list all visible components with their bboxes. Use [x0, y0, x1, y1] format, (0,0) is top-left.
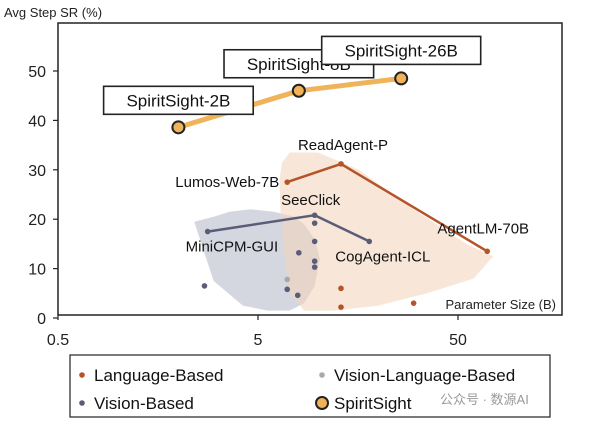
point-agentlm-70b	[484, 248, 491, 255]
legend-vision-language-based-marker	[319, 372, 325, 378]
legend-language-based-marker	[79, 372, 85, 378]
point-minicpm-gui	[204, 228, 211, 235]
axes: Avg Step SR (%) Parameter Size (B)	[4, 5, 563, 316]
x-tick-label: 5	[254, 332, 263, 349]
point-vision-language-based	[284, 276, 291, 283]
label-lumos-web-7b: Lumos-Web-7B	[175, 174, 279, 191]
label-cogagent-icl: CogAgent-ICL	[335, 248, 430, 265]
point-vision-based	[311, 264, 318, 270]
region-language-based	[279, 152, 494, 311]
x-tick-label: 0.5	[47, 332, 69, 349]
point-vision-based	[311, 238, 318, 245]
point-labels: Lumos-Web-7B ReadAgent-P AgentLM-70B MiniCP…	[102, 35, 529, 265]
label-seeclick: SeeClick	[281, 192, 341, 209]
watermark-text: 公众号 · 数源AI	[440, 392, 529, 407]
legend: Language-Based Vision-Language-Based Visio…	[69, 354, 551, 418]
point-cogagent-icl	[366, 238, 373, 245]
point-vision-based	[311, 258, 318, 264]
point-vision-based	[284, 286, 291, 293]
point-language-based	[410, 300, 417, 306]
point-readagent-p	[338, 161, 344, 167]
label-agentlm-70b: AgentLM-70B	[437, 220, 529, 237]
point-language-based	[338, 304, 344, 310]
point-vision-based	[201, 283, 208, 289]
point-vision-based	[294, 292, 301, 299]
legend-language-based-label: Language-Based	[94, 366, 224, 385]
point-seeclick	[311, 212, 318, 219]
point-spiritsight-26b	[394, 71, 409, 86]
y-axis-label: Avg Step SR (%)	[4, 5, 102, 20]
y-tick-label: 0	[37, 311, 46, 328]
legend-vision-based-marker	[79, 400, 85, 406]
legend-spiritsight-marker	[315, 396, 329, 410]
legend-spiritsight-label: SpiritSight	[334, 394, 412, 413]
point-vision-based	[311, 220, 318, 226]
label-spiritsight-2b: SpiritSight-2B	[126, 91, 230, 110]
label-spiritsight-26b: SpiritSight-26B	[345, 41, 458, 60]
y-tick-label: 40	[28, 113, 46, 130]
x-axis-label: Parameter Size (B)	[445, 297, 556, 312]
legend-vision-based-label: Vision-Based	[94, 394, 194, 413]
point-language-based	[338, 285, 344, 292]
data-points	[171, 71, 491, 310]
label-minicpm-gui: MiniCPM-GUI	[186, 239, 279, 256]
plot-frame	[57, 22, 563, 316]
shaded-regions	[194, 152, 494, 311]
point-vision-based	[296, 249, 302, 256]
axis-ticks: 0 10 20 30 40 50 0.5 5 50	[28, 64, 467, 349]
y-tick-label: 20	[28, 212, 46, 229]
legend-vision-language-based-label: Vision-Language-Based	[334, 366, 515, 385]
label-box-spiritsight-2b	[102, 85, 255, 116]
point-lumos-web-7b	[284, 179, 291, 185]
x-tick-label: 50	[449, 332, 467, 349]
label-readagent-p: ReadAgent-P	[298, 137, 388, 154]
y-tick-label: 10	[28, 262, 46, 279]
point-spiritsight-2b	[171, 120, 186, 135]
label-box-spiritsight-26b	[320, 35, 482, 66]
y-tick-label: 50	[28, 64, 46, 81]
y-tick-label: 30	[28, 163, 46, 180]
legend-frame	[69, 354, 551, 418]
point-spiritsight-8b	[291, 83, 306, 98]
